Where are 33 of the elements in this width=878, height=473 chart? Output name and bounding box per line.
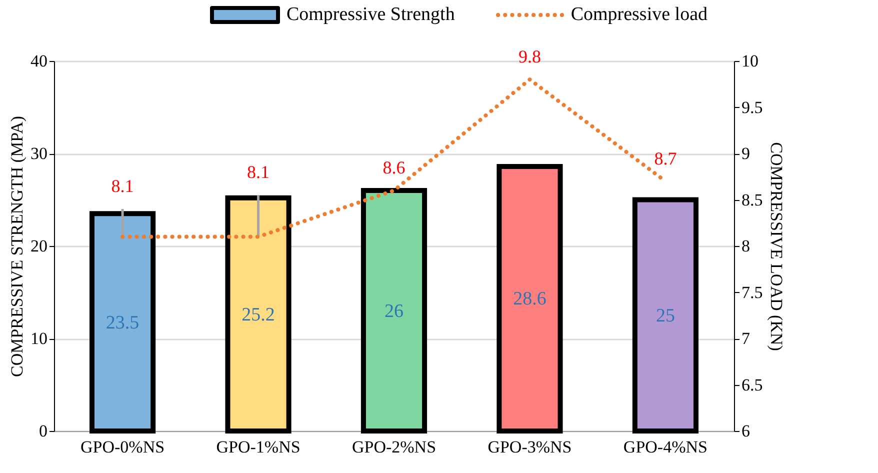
y2-axis-title: COMPRESSIVE LOAD (KN) (766, 142, 786, 351)
y2-tick-label: 9.5 (742, 98, 763, 117)
legend-label: Compressive load (570, 4, 708, 26)
y2-tick-label: 10 (742, 52, 758, 70)
x-tick-label: GPO-2%NS (352, 438, 436, 456)
data-label: 28.6 (513, 288, 546, 310)
data-label: 25 (656, 305, 675, 326)
data-label: 8.7 (654, 148, 677, 168)
legend-label: Compressive Strength (286, 4, 455, 26)
y-tick-label: 0 (39, 422, 48, 440)
y2-tick-label: 6.5 (742, 375, 763, 394)
y2-tick-label: 7 (742, 329, 750, 348)
y-tick-label: 20 (30, 236, 48, 256)
y2-tick-label: 8.5 (742, 190, 763, 210)
x-tick-label: GPO-3%NS (488, 438, 572, 456)
data-label: 23.5 (106, 312, 140, 334)
data-label: 9.8 (518, 46, 541, 66)
y2-tick-label: 6 (742, 422, 750, 440)
y2-tick-label: 8 (742, 236, 750, 256)
y2-tick-label: 7.5 (742, 282, 763, 302)
y-axis-title: COMPRESSIVE STRENGTH (MPA) (8, 116, 26, 378)
data-label: 26 (384, 300, 404, 322)
x-tick-label: GPO-1%NS (216, 438, 300, 456)
x-tick-label: GPO-0%NS (80, 438, 165, 456)
data-label: 25.2 (242, 304, 275, 326)
y-tick-label: 40 (30, 52, 48, 70)
y2-tick-label: 9 (742, 144, 750, 163)
y-tick-label: 10 (30, 329, 48, 348)
data-label: 8.6 (382, 158, 406, 178)
data-label: 8.1 (111, 176, 134, 196)
x-tick-label: GPO-4%NS (623, 438, 708, 456)
y-tick-label: 30 (30, 144, 48, 163)
data-label: 8.1 (247, 162, 270, 182)
